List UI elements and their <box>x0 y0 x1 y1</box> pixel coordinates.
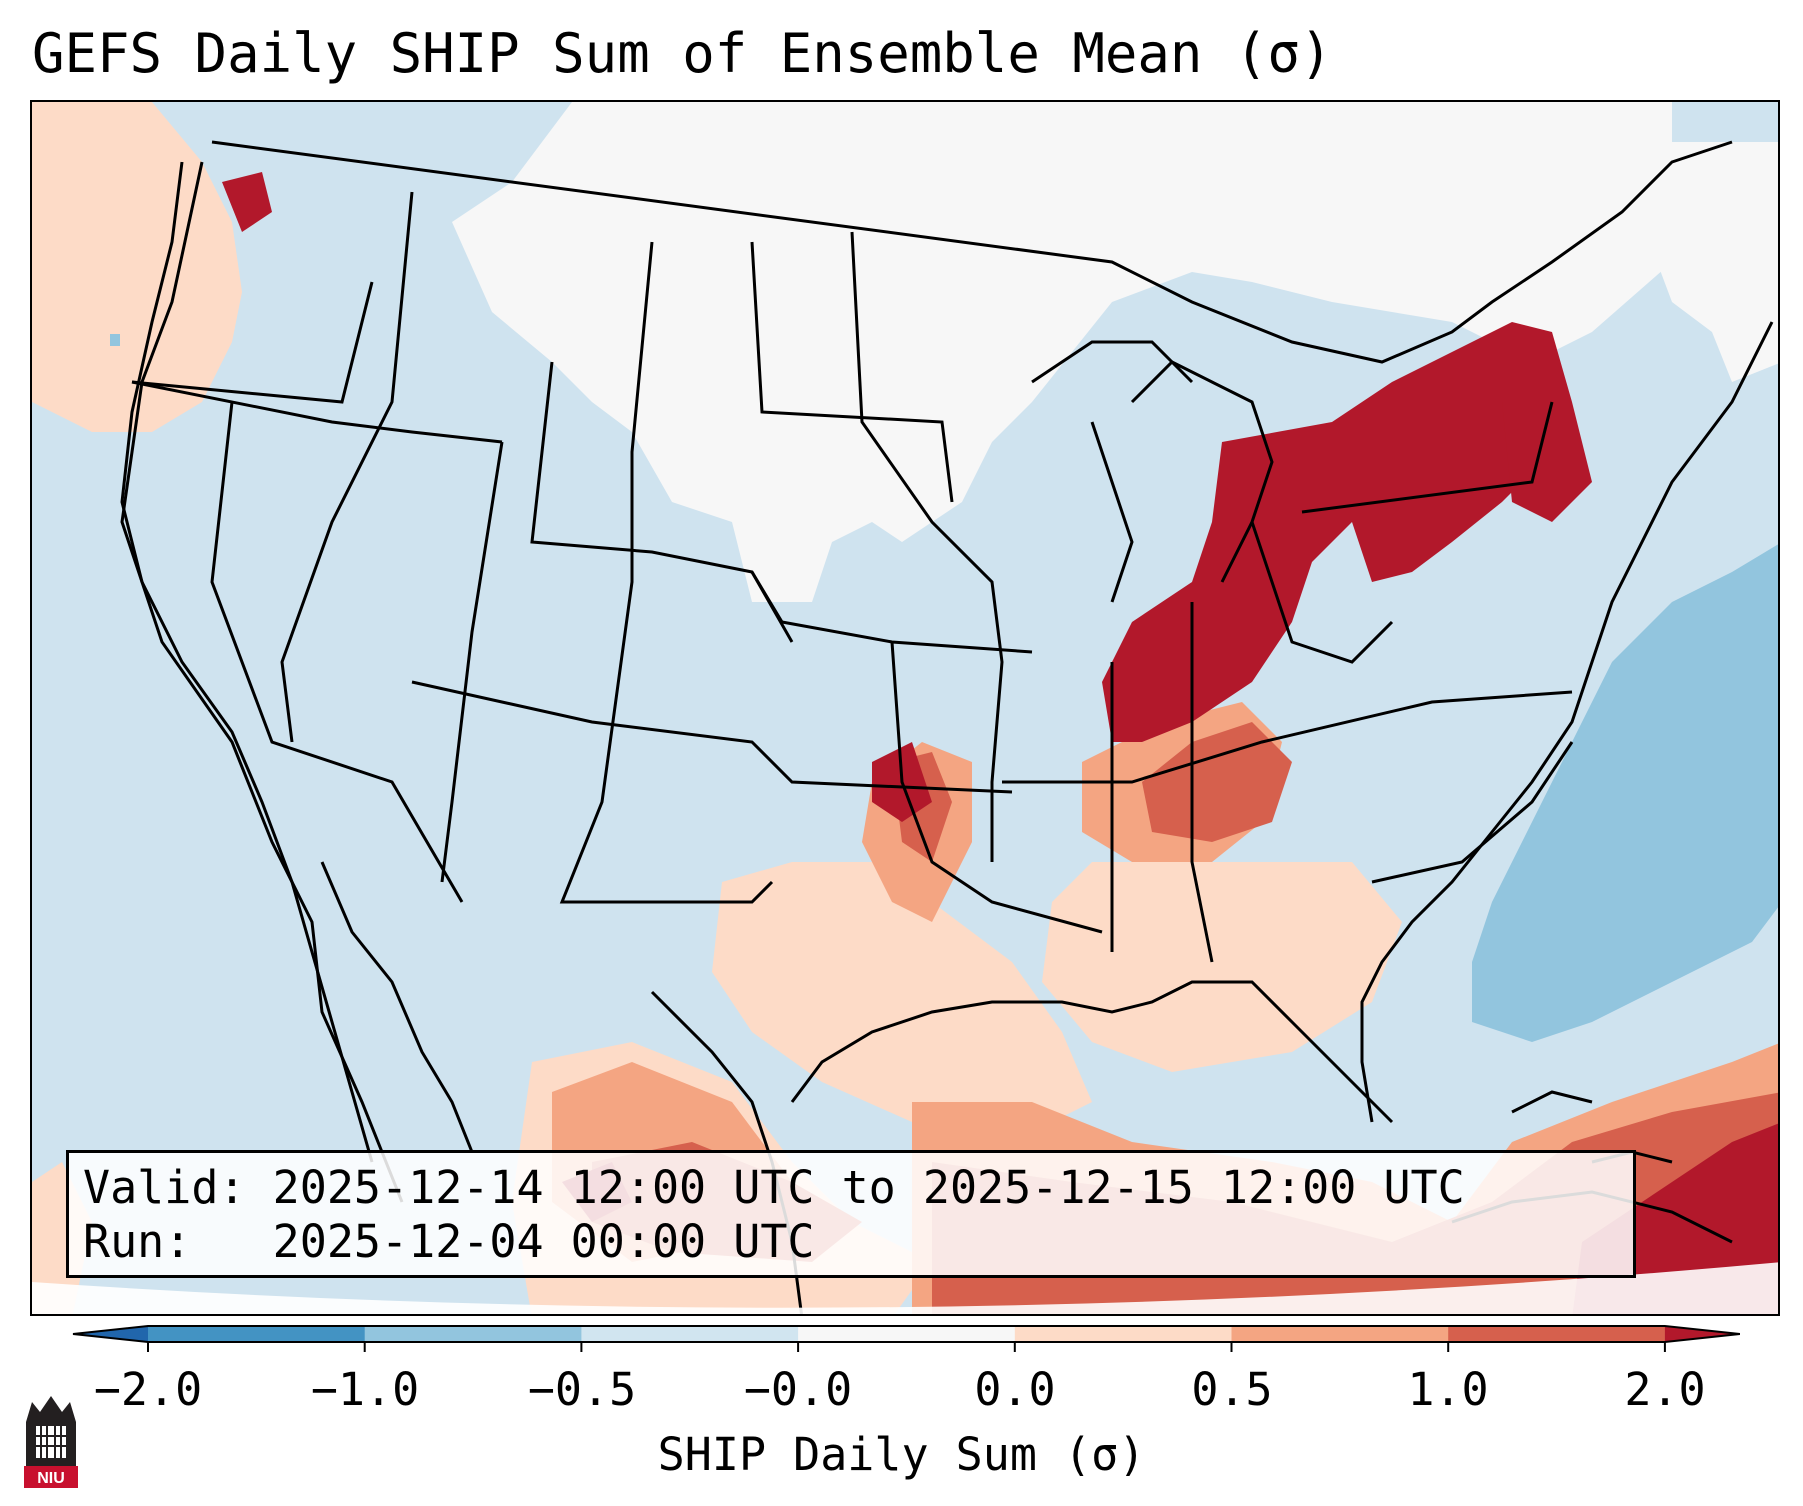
run-value: 2025-12-04 00:00 UTC <box>272 1215 815 1268</box>
coastlines <box>120 161 1774 1314</box>
colorbar-swatch <box>1448 1326 1666 1342</box>
run-label: Run: <box>83 1215 192 1268</box>
chart-title: GEFS Daily SHIP Sum of Ensemble Mean (σ) <box>32 22 1333 85</box>
colorbar-tick-label: −0.0 <box>743 1363 853 1416</box>
niu-logo-text: NIU <box>37 1470 65 1487</box>
colorbar-swatch <box>1014 1326 1232 1342</box>
valid-label: Valid: <box>83 1161 246 1214</box>
colorbar-swatch <box>798 1326 1016 1342</box>
colorbar-swatch <box>1664 1326 1740 1342</box>
blue-area <box>110 334 1778 1042</box>
colorbar-swatch <box>148 1326 366 1342</box>
colorbar <box>72 1325 1741 1352</box>
valid-value: 2025-12-14 12:00 UTC to 2025-12-15 12:00… <box>272 1161 1465 1214</box>
colorbar-tick-label: 0.5 <box>1191 1363 1273 1416</box>
colorbar-tick-label: 1.0 <box>1407 1363 1489 1416</box>
colorbar-label: SHIP Daily Sum (σ) <box>657 1428 1146 1481</box>
colorbar-swatch <box>364 1326 582 1342</box>
state-borders <box>120 140 1733 1203</box>
colorbar-swatch <box>73 1326 148 1342</box>
colorbar-tick-label: −1.0 <box>310 1363 420 1416</box>
colorbar-tick-label: 2.0 <box>1624 1363 1706 1416</box>
map-panel <box>30 100 1780 1316</box>
colorbar-tick-label: −0.5 <box>527 1363 637 1416</box>
colorbar-swatch <box>581 1326 799 1342</box>
niu-building-icon: NIU <box>24 1396 78 1488</box>
map-edge-fade <box>32 1262 1778 1314</box>
dark-red-area <box>222 172 1778 1314</box>
colorbar-tick-label: 0.0 <box>974 1363 1056 1416</box>
ship-map <box>32 102 1778 1314</box>
near-zero-area <box>452 102 1778 602</box>
colorbar-swatch <box>1231 1326 1449 1342</box>
colorbar-tick-label: −2.0 <box>93 1363 203 1416</box>
valid-run-box: Valid: 2025-12-14 12:00 UTC to 2025-12-1… <box>66 1150 1636 1278</box>
